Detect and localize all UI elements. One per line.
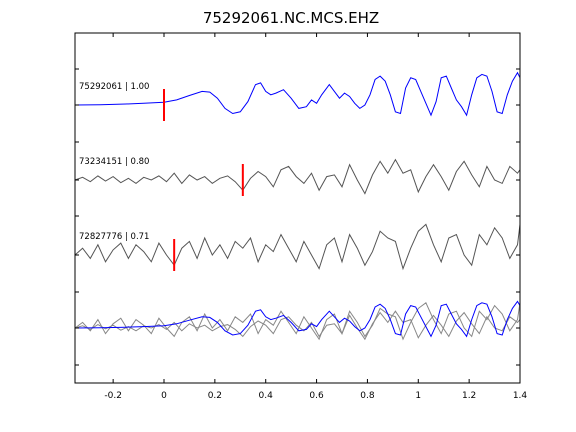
x-tick-label: 0.6 <box>309 391 324 401</box>
stack-neighbor-line-1 <box>74 302 521 341</box>
x-tick-label: 0.8 <box>360 391 375 401</box>
plot-frame <box>74 32 521 384</box>
traces-layer <box>74 71 521 341</box>
trace-line-0 <box>74 71 521 117</box>
x-tick-label: 1 <box>415 391 421 401</box>
axes-layer: -0.2 0 0.2 0.4 0.6 0.8 1 1.2 1.4 <box>74 32 528 401</box>
trace-labels-layer: 75292061 | 1.00 73234151 | 0.80 72827776 |… <box>79 82 149 242</box>
chart-title: 75292061.NC.MCS.EHZ <box>203 9 379 27</box>
x-tick-label: 1.4 <box>513 391 528 401</box>
trace-label-0: 75292061 | 1.00 <box>79 82 149 92</box>
x-tick-label: 0.4 <box>259 391 274 401</box>
stack-target-line <box>74 300 521 338</box>
x-tick-label: 0 <box>161 391 167 401</box>
trace-line-2 <box>74 223 521 271</box>
trace-line-1 <box>74 158 521 195</box>
stack-neighbor-line-0 <box>74 310 521 341</box>
trace-label-1: 73234151 | 0.80 <box>79 157 149 167</box>
trace-label-2: 72827776 | 0.71 <box>79 232 149 242</box>
x-tick-label: 0.2 <box>208 391 222 401</box>
x-tick-label: -0.2 <box>104 391 122 401</box>
x-tick-label: 1.2 <box>462 391 476 401</box>
